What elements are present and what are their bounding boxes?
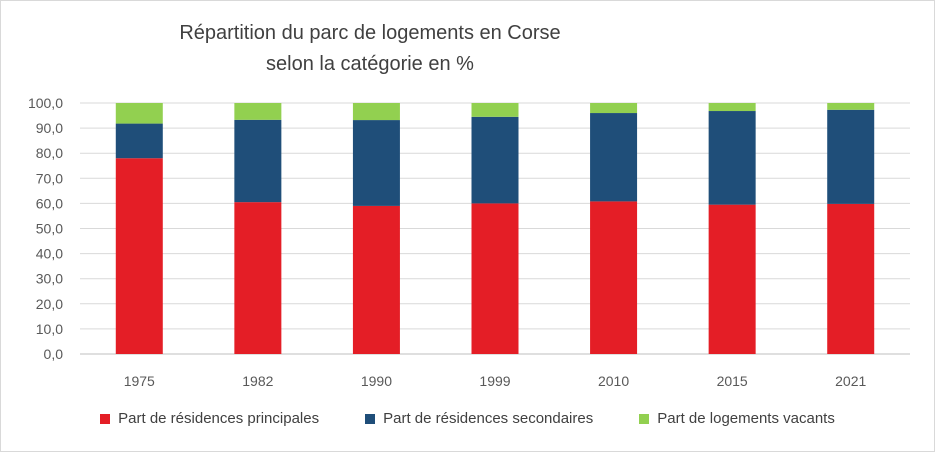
x-tick-label: 2021: [835, 373, 866, 389]
legend-swatch-secondaires: [365, 413, 376, 424]
y-tick-label: 90,0: [36, 120, 63, 136]
y-tick-label: 50,0: [36, 221, 63, 237]
bar-segment: [590, 113, 638, 202]
x-tick-label: 2010: [598, 373, 629, 389]
x-tick-label: 1999: [479, 373, 510, 389]
bar-segment: [234, 202, 282, 354]
bar-segment: [708, 204, 756, 354]
x-tick-label: 1975: [124, 373, 155, 389]
y-tick-label: 70,0: [36, 170, 63, 186]
bar-segment: [590, 103, 638, 114]
legend-label-principales: Part de résidences principales: [118, 410, 320, 427]
bar-segment: [352, 103, 400, 121]
bar-segment: [590, 201, 638, 354]
legend-swatch-vacants: [639, 413, 650, 424]
y-tick-label: 40,0: [36, 246, 63, 262]
bar-segment: [827, 203, 875, 354]
bar-segment: [827, 103, 875, 110]
bar-segment: [827, 109, 875, 204]
bar-segment: [234, 119, 282, 203]
chart-title-line-2: selon la catégorie en %: [266, 53, 474, 75]
chart-title: Répartition du parc de logements en Cors…: [150, 18, 590, 80]
chart-legend: Part de résidences principales Part de r…: [0, 410, 935, 427]
bar-segment: [471, 103, 519, 117]
legend-item-principales: Part de résidences principales: [100, 410, 319, 427]
y-tick-label: 0,0: [44, 346, 64, 362]
bar-segment: [471, 203, 519, 354]
bar-segment: [471, 116, 519, 204]
bar-segment: [234, 103, 282, 120]
legend-item-vacants: Part de logements vacants: [639, 410, 835, 427]
chart-title-line-1: Répartition du parc de logements en Cors…: [179, 22, 561, 44]
bar-segment: [352, 120, 400, 206]
y-tick-label: 100,0: [28, 95, 63, 111]
bar-segment: [115, 123, 163, 159]
y-tick-label: 80,0: [36, 145, 63, 161]
bar-segment: [708, 111, 756, 205]
bar-segment: [115, 158, 163, 354]
bar-segment: [352, 205, 400, 354]
bar-segment: [708, 103, 756, 112]
legend-label-vacants: Part de logements vacants: [657, 410, 835, 427]
x-tick-label: 1990: [361, 373, 392, 389]
x-tick-label: 2015: [717, 373, 748, 389]
y-tick-label: 10,0: [36, 321, 63, 337]
y-tick-label: 60,0: [36, 195, 63, 211]
x-tick-label: 1982: [242, 373, 273, 389]
bar-segment: [115, 103, 163, 124]
y-tick-label: 30,0: [36, 271, 63, 287]
y-tick-label: 20,0: [36, 296, 63, 312]
legend-item-secondaires: Part de résidences secondaires: [365, 410, 593, 427]
legend-swatch-principales: [100, 413, 111, 424]
legend-label-secondaires: Part de résidences secondaires: [383, 410, 594, 427]
